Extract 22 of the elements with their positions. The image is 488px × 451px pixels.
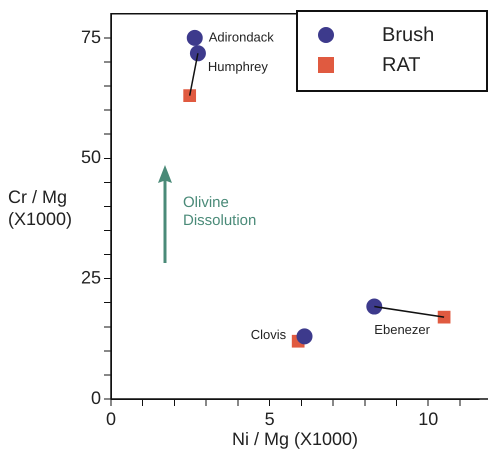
point [183, 89, 196, 102]
legend-label: Brush [382, 24, 434, 46]
annotation: Adirondack [208, 29, 274, 44]
y-tick-label: 75 [80, 26, 101, 47]
annotation: Ebenezer [374, 322, 431, 338]
y-tick-label: 0 [90, 388, 101, 408]
x-tick-label: 0 [106, 408, 116, 429]
point [438, 310, 450, 324]
point [186, 30, 203, 46]
y-tick-label: 25 [80, 268, 101, 288]
x-axis-title: Ni / Mg (X1000) [232, 429, 358, 450]
annotation: Humphrey [208, 58, 268, 74]
point [366, 298, 382, 315]
legend-label: RAT [382, 54, 421, 76]
x-tick-label: 5 [264, 408, 275, 429]
point [296, 328, 313, 344]
point [190, 45, 206, 62]
annotation: Clovis [250, 326, 287, 342]
y-tick-label: 50 [80, 147, 101, 168]
y-axis-title: Cr / Mg (X1000) [8, 186, 72, 230]
annotation: Olivine Dissolution [183, 194, 256, 230]
x-tick-label: 10 [418, 408, 438, 429]
